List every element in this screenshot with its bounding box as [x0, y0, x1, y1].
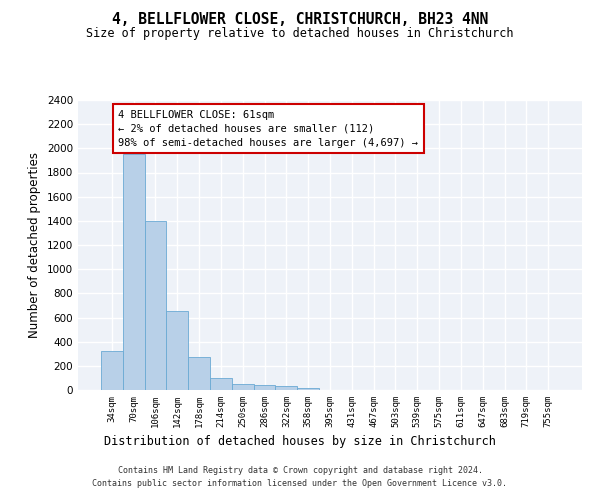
Y-axis label: Number of detached properties: Number of detached properties — [28, 152, 41, 338]
Bar — [188, 357, 210, 390]
Bar — [254, 385, 275, 390]
Bar — [210, 378, 232, 390]
Bar — [275, 386, 297, 390]
Text: Distribution of detached houses by size in Christchurch: Distribution of detached houses by size … — [104, 435, 496, 448]
Bar — [145, 221, 166, 390]
Text: Size of property relative to detached houses in Christchurch: Size of property relative to detached ho… — [86, 28, 514, 40]
Bar — [166, 312, 188, 390]
Bar — [232, 384, 254, 390]
Bar — [297, 388, 319, 390]
Bar — [123, 154, 145, 390]
Text: 4 BELLFLOWER CLOSE: 61sqm
← 2% of detached houses are smaller (112)
98% of semi-: 4 BELLFLOWER CLOSE: 61sqm ← 2% of detach… — [118, 110, 418, 148]
Text: 4, BELLFLOWER CLOSE, CHRISTCHURCH, BH23 4NN: 4, BELLFLOWER CLOSE, CHRISTCHURCH, BH23 … — [112, 12, 488, 28]
Bar — [101, 350, 123, 390]
Text: Contains HM Land Registry data © Crown copyright and database right 2024.
Contai: Contains HM Land Registry data © Crown c… — [92, 466, 508, 487]
